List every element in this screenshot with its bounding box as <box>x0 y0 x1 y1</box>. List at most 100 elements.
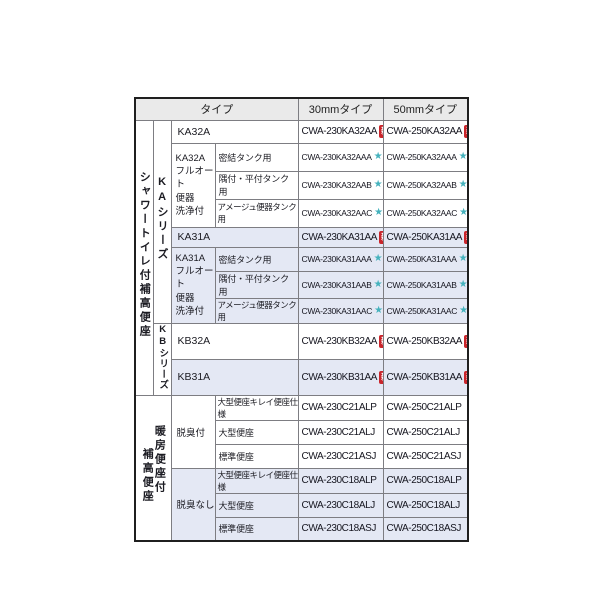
header-30mm-cell: 30mmタイプ <box>297 97 384 121</box>
product-code: CWA-250C21ALP <box>386 402 462 413</box>
product-code: CWA-230C18ASJ <box>301 523 377 535</box>
product-code: CWA-230KA32AAB <box>301 180 372 190</box>
product-code: CWA-250KA31AAC <box>386 305 458 316</box>
code-cell-30mm: CWA-230C21ALJ <box>297 419 384 445</box>
code-cell-50mm: CWA-250KA32AAA★新 <box>382 142 469 172</box>
product-spec-table: タイプ 30mmタイプ 50mmタイプ シャワートイレ付補高便座 KAシリーズ … <box>134 97 469 542</box>
subtype-label-cell: 大型便座 <box>214 492 299 518</box>
code-cell-50mm: CWA-250KB32AA 新 <box>382 322 469 360</box>
subtype-label-cell: 標準便座 <box>214 443 299 469</box>
code-cell-50mm: CWA-250C21ASJ <box>382 443 469 469</box>
type-label-cell: KA31A <box>170 226 299 248</box>
star-icon: ★ <box>458 151 468 162</box>
code-cell-30mm: CWA-230KA31AA新 <box>297 226 384 248</box>
product-code: CWA-250KA31AAA <box>386 254 457 264</box>
header-50mm-cell: 50mmタイプ <box>382 97 469 121</box>
ka-series-text: KAシリーズ <box>156 176 169 262</box>
product-code: CWA-250KA32AAA <box>386 152 457 162</box>
code-cell-30mm: CWA-230KA31AAC★新 <box>297 297 384 324</box>
code-cell-50mm: CWA-250KA31AAB★新 <box>382 270 469 299</box>
product-code: CWA-230KA31AAA <box>301 254 372 264</box>
code-cell-50mm: CWA-250KA31AAC★新 <box>382 297 469 324</box>
product-code: CWA-250KB32AA <box>386 335 463 347</box>
product-code: CWA-250KB31AA <box>386 371 463 383</box>
product-code: CWA-230C18ALJ <box>301 499 376 511</box>
product-code: CWA-230KA31AA <box>301 231 378 243</box>
new-badge: 新 <box>379 370 382 384</box>
product-code: CWA-250C21ASJ <box>386 450 462 462</box>
code-cell-30mm: CWA-230KA31AAA★新 <box>297 246 384 272</box>
code-cell-50mm: CWA-250C21ALP <box>382 394 469 421</box>
ka-series-label: KAシリーズ <box>152 119 172 324</box>
kb-series-text: KBシリーズ <box>157 323 169 390</box>
product-code: CWA-250C18ASJ <box>386 523 462 535</box>
product-code: CWA-250C18ALJ <box>386 499 461 511</box>
star-icon: ★ <box>373 278 383 290</box>
code-cell-50mm: CWA-250C18ASJ <box>382 516 469 542</box>
group-deodorizer-on: 脱臭付 <box>170 394 216 469</box>
product-code: CWA-230KB32AA <box>301 335 378 347</box>
subtype-label-cell: 大型便座 <box>214 419 299 445</box>
star-icon: ★ <box>459 207 468 218</box>
product-code: CWA-250KA32AAB <box>386 180 457 190</box>
new-badge: 新 <box>464 370 467 384</box>
star-icon: ★ <box>374 304 383 316</box>
product-code: CWA-230KA31AAC <box>301 305 373 316</box>
product-code: CWA-230C21ALJ <box>301 426 376 438</box>
code-cell-30mm: CWA-230KA32AA新 <box>297 119 384 144</box>
product-code: CWA-250C21ALJ <box>386 426 461 438</box>
section-heated-seat-text-right: 暖房便座付 <box>153 424 166 495</box>
subtype-label-cell: 隅付・平付タンク用 <box>214 170 299 200</box>
code-cell-30mm: CWA-230C21ASJ <box>297 443 384 469</box>
subtype-label-cell: 密結タンク用 <box>214 142 299 172</box>
product-code: CWA-230C21ASJ <box>301 450 377 462</box>
subtype-label-cell: 大型便座キレイ便座仕様 <box>214 394 299 421</box>
code-cell-30mm: CWA-230C21ALP <box>297 394 384 421</box>
code-cell-30mm: CWA-230KA32AAC★新 <box>297 198 384 228</box>
code-cell-50mm: CWA-250C21ALJ <box>382 419 469 445</box>
code-cell-30mm: CWA-230C18ASJ <box>297 516 384 542</box>
code-cell-30mm: CWA-230C18ALJ <box>297 492 384 518</box>
new-badge: 新 <box>464 125 467 138</box>
subtype-label-cell: 標準便座 <box>214 516 299 542</box>
new-badge: 新 <box>379 334 382 348</box>
star-icon: ★ <box>373 253 383 264</box>
subtype-label-cell: 隅付・平付タンク用 <box>214 270 299 299</box>
product-code: CWA-250KA31AA <box>386 231 463 243</box>
star-icon: ★ <box>373 151 383 162</box>
group-ka31a-fullauto: KA31A フルオート 便器 洗浄付 <box>170 246 216 324</box>
code-cell-50mm: CWA-250KA31AAA★新 <box>382 246 469 272</box>
product-code: CWA-230C21ALP <box>301 402 377 413</box>
product-code: CWA-250C18ALP <box>386 475 462 486</box>
subtype-label-cell: 密結タンク用 <box>214 246 299 272</box>
product-code: CWA-250KA31AAB <box>386 279 457 290</box>
star-icon: ★ <box>458 278 468 290</box>
code-cell-50mm: CWA-250KA32AAB★新 <box>382 170 469 200</box>
star-icon: ★ <box>373 179 383 190</box>
type-label-cell: KB31A <box>170 358 299 396</box>
subtype-label-cell: 大型便座キレイ便座仕様 <box>214 467 299 494</box>
star-icon: ★ <box>459 304 468 316</box>
product-code: CWA-230C18ALP <box>301 475 377 486</box>
product-code: CWA-250KA32AA <box>386 126 463 137</box>
code-cell-30mm: CWA-230KA32AAA★新 <box>297 142 384 172</box>
code-cell-50mm: CWA-250KB31AA新 <box>382 358 469 396</box>
new-badge: 新 <box>379 230 382 244</box>
group-ka32a-fullauto: KA32A フルオート 便器 洗浄付 <box>170 142 216 228</box>
new-badge: 新 <box>464 230 467 244</box>
product-code: CWA-250KA32AAC <box>386 208 458 218</box>
star-icon: ★ <box>374 207 383 218</box>
code-cell-30mm: CWA-230KB32AA新 <box>297 322 384 360</box>
code-cell-30mm: CWA-230KA32AAB★新 <box>297 170 384 200</box>
type-label-cell: KA32A <box>170 119 299 144</box>
code-cell-50mm: CWA-250KA32AAC★新 <box>382 198 469 228</box>
code-cell-50mm: CWA-250KA32AA新 <box>382 119 469 144</box>
code-cell-50mm: CWA-250KA31AA新 <box>382 226 469 248</box>
section-heated-seat-text-left: 補高便座 <box>141 447 154 504</box>
section-shower-toilet-text: シャワートイレ付補高便座 <box>138 171 151 339</box>
new-badge: 新 <box>379 125 382 138</box>
product-code: CWA-230KA32AAC <box>301 208 373 218</box>
star-icon: ★ <box>458 179 468 190</box>
product-code: CWA-230KA32AA <box>301 126 378 137</box>
